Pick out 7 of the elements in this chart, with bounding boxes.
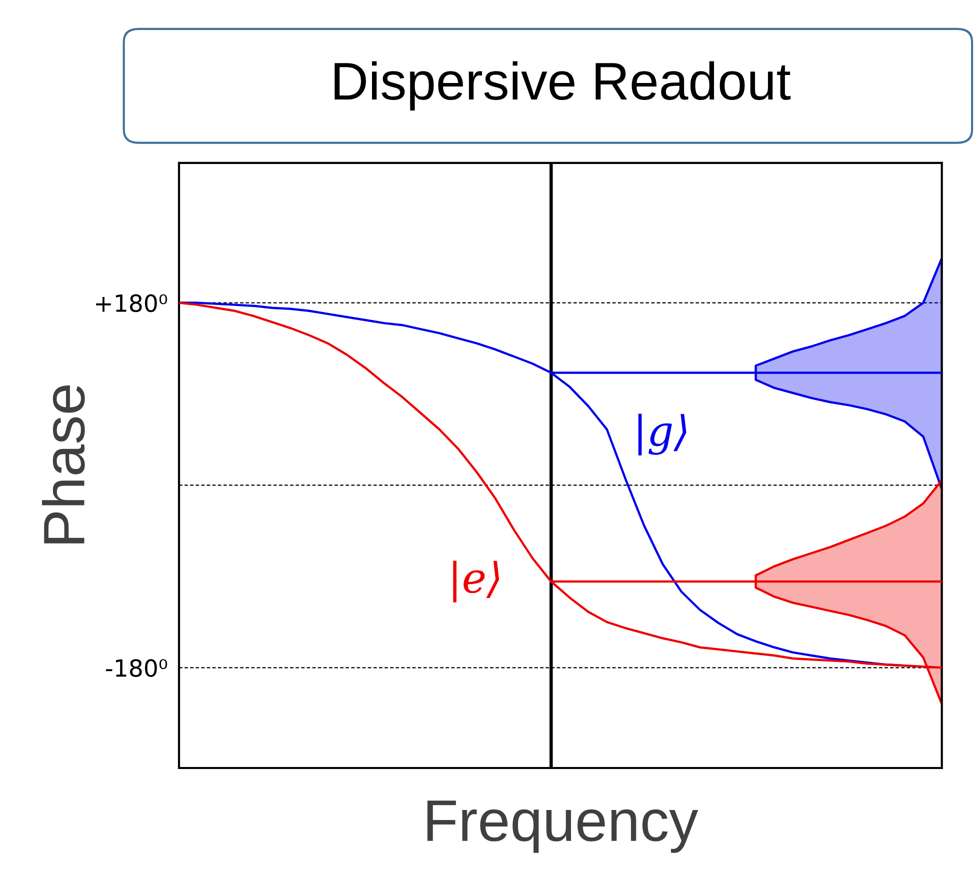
- y-tick-label: +180⁰: [96, 294, 168, 312]
- x-axis-title: Frequency: [427, 800, 698, 853]
- y-axis-title: Phase: [42, 385, 85, 544]
- annotation: |g⟩: [638, 414, 686, 456]
- y-tick-label: -180⁰: [106, 659, 168, 677]
- annotation: |e⟩: [453, 560, 500, 602]
- chart-title: Dispersive Readout: [334, 61, 791, 110]
